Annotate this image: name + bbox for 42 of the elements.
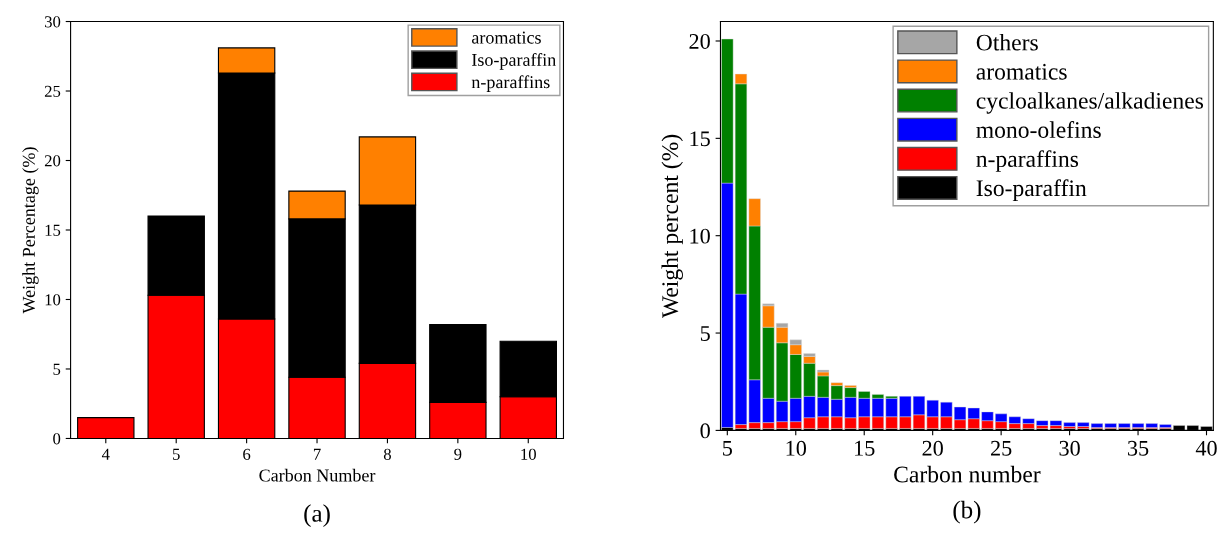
- legend-label: Iso-paraffin: [472, 53, 556, 70]
- y-tick-label: 20: [689, 33, 710, 49]
- y-tick-label: 25: [44, 85, 61, 97]
- y-axis-title: Weight percent (%): [661, 134, 683, 319]
- legend-label: n-paraffins: [471, 75, 550, 92]
- x-tick-label: 25: [991, 440, 1012, 456]
- text: (b): [953, 500, 981, 524]
- x-axis-title: Carbon Number: [259, 468, 376, 482]
- x-tick-label: 8: [383, 448, 391, 460]
- x-tick-label: 10: [521, 448, 536, 460]
- y-tick-label: 20: [44, 155, 61, 167]
- y-tick-label: 15: [45, 224, 61, 236]
- x-tick-label: 35: [1128, 440, 1149, 456]
- legend-label: aromatics: [976, 63, 1067, 80]
- x-tick-label: 6: [243, 448, 251, 460]
- x-tick-label: 9: [454, 448, 462, 460]
- x-tick-label: 30: [1059, 440, 1080, 456]
- legend-label: mono-olefins: [976, 121, 1101, 138]
- x-tick-label: 40: [1195, 440, 1217, 456]
- x-axis-title: Carbon number: [894, 465, 1041, 483]
- x-tick-label: 7: [313, 448, 321, 460]
- y-tick-label: 0: [53, 433, 61, 445]
- y-tick-label: 0: [700, 423, 710, 439]
- y-tick-label: 5: [700, 326, 710, 341]
- x-tick-label: 10: [786, 440, 807, 456]
- x-tick-label: 15: [855, 440, 875, 456]
- legend-label: aromatics: [471, 31, 541, 44]
- text: (a): [304, 504, 330, 527]
- x-tick-label: 20: [922, 440, 943, 456]
- y-tick-label: 15: [690, 131, 710, 147]
- legend-label: n-paraffins: [976, 150, 1079, 172]
- y-tick-label: 30: [44, 16, 61, 28]
- y-tick-label: 10: [690, 228, 710, 244]
- x-tick-label: 4: [101, 448, 110, 460]
- legend-label: Others: [976, 33, 1038, 51]
- x-tick-label: 5: [723, 440, 732, 456]
- legend-label: cycloalkanes/alkadienes: [976, 92, 1204, 114]
- legend-label: Iso-paraffin: [976, 179, 1087, 201]
- x-tick-label: 5: [173, 448, 180, 460]
- y-axis-title: Weight Percentage (%): [22, 147, 39, 314]
- y-tick-label: 10: [45, 294, 61, 306]
- y-tick-label: 5: [53, 363, 61, 375]
